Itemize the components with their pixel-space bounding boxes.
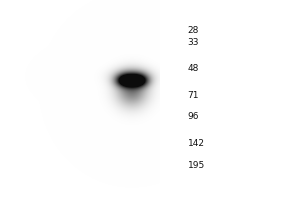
Text: 33: 33 (188, 38, 199, 47)
Text: 195: 195 (188, 161, 205, 170)
Text: 71: 71 (188, 91, 199, 100)
Text: 96: 96 (188, 112, 199, 121)
Text: 48: 48 (188, 64, 199, 73)
Text: 28: 28 (188, 26, 199, 35)
Text: 142: 142 (188, 139, 205, 148)
